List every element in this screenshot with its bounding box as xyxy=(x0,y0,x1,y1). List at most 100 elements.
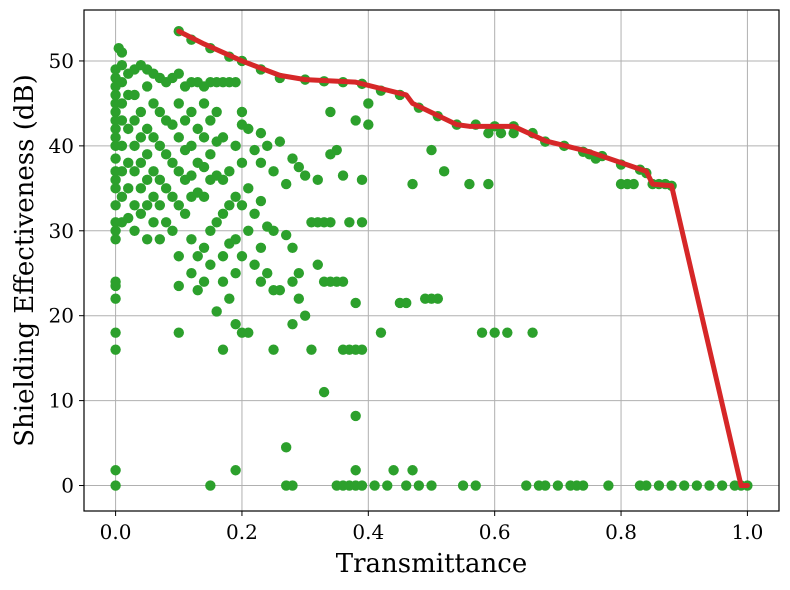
data-point xyxy=(268,166,279,177)
data-point xyxy=(375,327,387,338)
data-point xyxy=(293,293,305,304)
data-point xyxy=(116,140,128,152)
data-point xyxy=(464,178,475,190)
data-point xyxy=(217,174,229,186)
data-point xyxy=(141,149,153,160)
data-point xyxy=(211,217,222,228)
data-point xyxy=(116,98,128,109)
data-point xyxy=(186,170,197,181)
data-point xyxy=(173,280,184,292)
data-point xyxy=(135,132,147,143)
data-point xyxy=(483,178,494,190)
data-point xyxy=(236,251,248,262)
scatter-points xyxy=(110,26,753,491)
data-point xyxy=(186,106,197,118)
data-point xyxy=(552,480,564,491)
data-point xyxy=(293,268,305,279)
data-point xyxy=(123,157,134,169)
data-point xyxy=(148,166,159,177)
data-point xyxy=(198,161,210,173)
data-point xyxy=(666,480,677,491)
data-point xyxy=(148,191,159,203)
data-point xyxy=(135,183,147,194)
data-point xyxy=(280,442,292,453)
data-point xyxy=(287,318,298,330)
data-point xyxy=(110,480,121,491)
data-point xyxy=(287,480,298,491)
data-point xyxy=(160,183,172,194)
data-point xyxy=(217,132,229,143)
x-tick-label: 0.8 xyxy=(605,520,637,544)
data-point xyxy=(123,212,134,224)
data-point xyxy=(331,144,342,156)
data-point xyxy=(249,144,260,156)
data-point xyxy=(129,200,140,211)
data-point xyxy=(325,217,336,228)
data-point xyxy=(236,106,248,118)
plot-frame xyxy=(83,9,780,512)
data-point xyxy=(470,480,481,491)
data-point xyxy=(173,166,184,177)
data-point xyxy=(293,161,305,173)
data-point xyxy=(653,480,665,491)
data-point xyxy=(306,344,317,355)
data-point xyxy=(179,115,191,126)
data-point xyxy=(243,123,254,135)
data-point xyxy=(116,115,128,126)
data-point xyxy=(167,157,178,169)
data-point xyxy=(186,234,197,245)
data-point xyxy=(255,242,267,253)
y-tick-label: 20 xyxy=(49,304,74,328)
data-point xyxy=(691,480,703,491)
data-point xyxy=(173,132,184,143)
data-point xyxy=(148,98,159,109)
data-point xyxy=(141,174,153,186)
data-point xyxy=(198,191,210,203)
data-point xyxy=(160,149,172,160)
data-point xyxy=(224,293,235,304)
data-point xyxy=(230,465,241,476)
data-point xyxy=(280,178,292,190)
data-point xyxy=(211,106,222,118)
data-point xyxy=(198,98,210,109)
data-point xyxy=(236,200,248,211)
data-point xyxy=(129,89,140,101)
frontier-line xyxy=(176,28,750,489)
y-tick-label: 40 xyxy=(49,134,74,158)
data-point xyxy=(110,89,121,101)
x-tick-label: 0.2 xyxy=(226,520,258,544)
data-point xyxy=(350,297,361,309)
data-point xyxy=(167,191,178,203)
data-point xyxy=(198,132,210,143)
y-tick-label: 10 xyxy=(49,389,74,413)
data-point xyxy=(502,327,513,338)
data-point xyxy=(388,465,399,476)
data-point xyxy=(432,293,444,304)
data-point xyxy=(110,106,121,118)
data-point xyxy=(173,98,184,109)
data-point xyxy=(167,119,178,130)
data-point xyxy=(255,157,267,169)
data-point xyxy=(230,76,241,88)
data-point xyxy=(110,200,121,211)
data-point xyxy=(495,127,507,139)
data-point xyxy=(527,327,538,338)
y-tick-label: 0 xyxy=(61,474,74,498)
data-point xyxy=(476,327,488,338)
data-point xyxy=(154,200,166,211)
data-point xyxy=(521,480,532,491)
data-point xyxy=(426,480,437,491)
data-point xyxy=(401,297,412,309)
data-point xyxy=(382,480,393,491)
data-point xyxy=(356,217,368,228)
data-point xyxy=(110,174,121,186)
data-point xyxy=(116,59,128,71)
data-point xyxy=(173,251,184,262)
data-point xyxy=(110,276,121,287)
data-point xyxy=(198,276,210,287)
data-point xyxy=(205,149,216,160)
data-point xyxy=(123,123,134,135)
data-point xyxy=(110,225,121,236)
data-point xyxy=(141,123,153,135)
data-point xyxy=(344,217,355,228)
